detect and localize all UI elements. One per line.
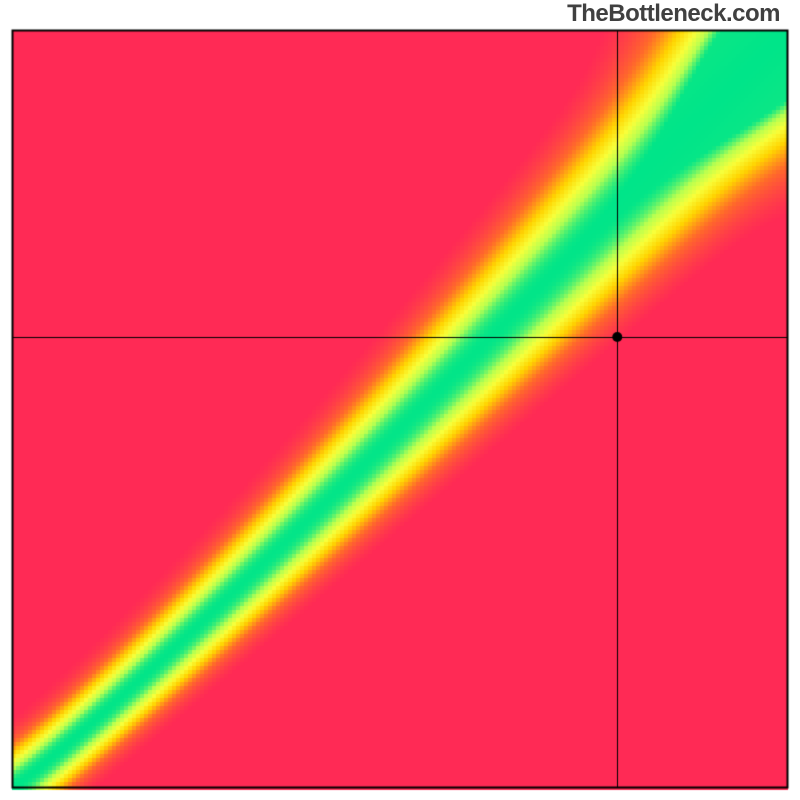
- chart-container: TheBottleneck.com: [0, 0, 800, 800]
- heatmap-canvas: [0, 0, 800, 800]
- watermark-text: TheBottleneck.com: [567, 0, 780, 28]
